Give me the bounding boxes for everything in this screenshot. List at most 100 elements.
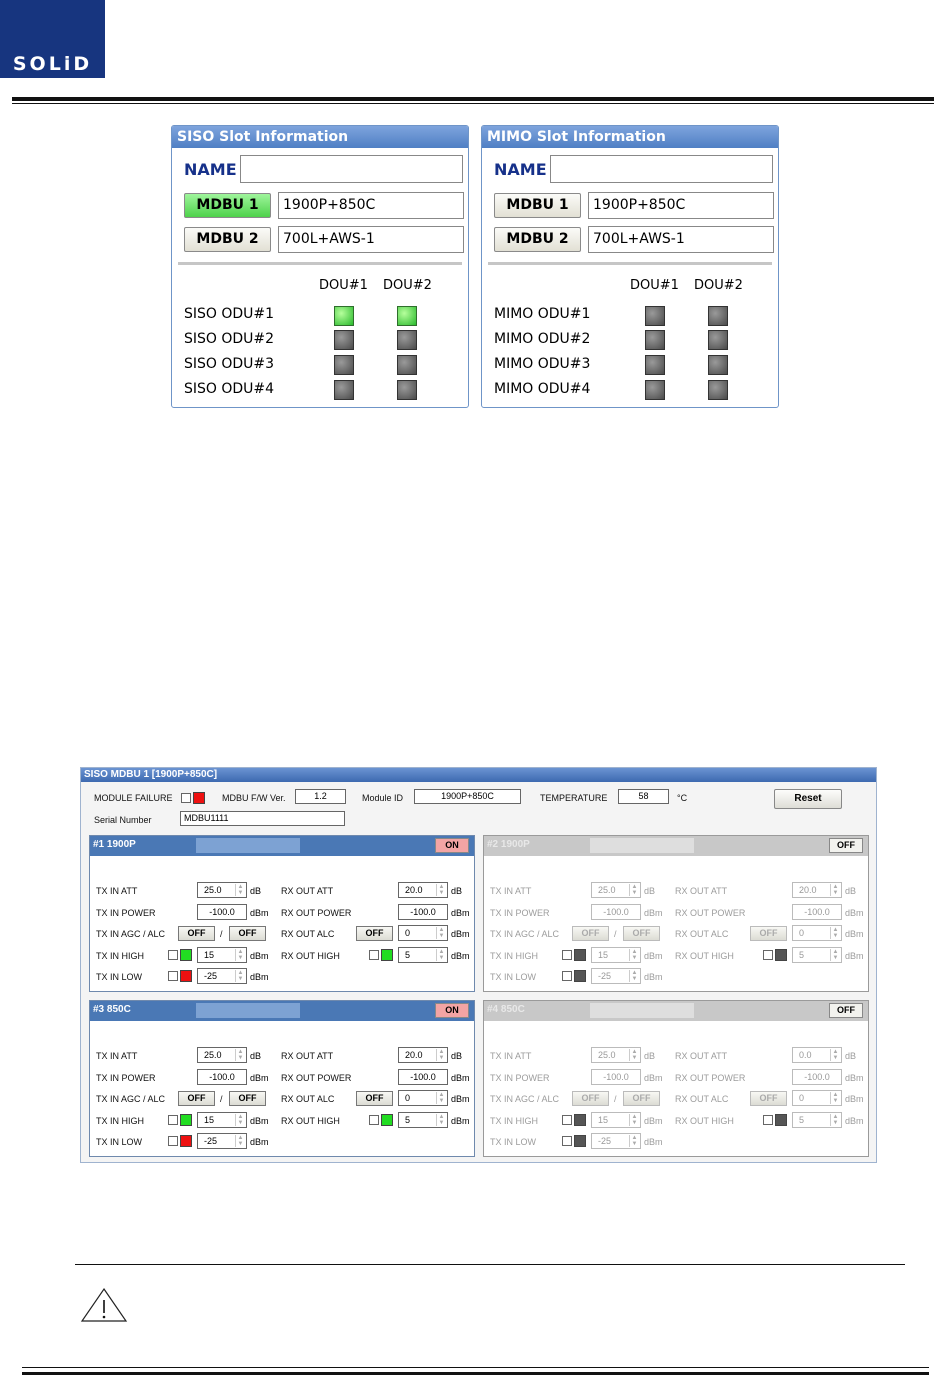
rx-out-alc-button[interactable]: OFF: [750, 926, 787, 941]
spinner-arrows-icon[interactable]: ▲ ▼: [436, 949, 446, 961]
reset-button[interactable]: Reset: [774, 789, 842, 809]
tx-in-high-checkbox[interactable]: [562, 950, 572, 960]
tx-in-high-value: 15: [598, 1115, 609, 1125]
band-onoff-toggle[interactable]: ON: [435, 838, 469, 853]
tx-in-low-spinner[interactable]: -25 ▲ ▼: [591, 968, 641, 984]
tx-in-low-led: [574, 970, 586, 982]
spinner-arrows-icon[interactable]: ▲ ▼: [235, 884, 245, 896]
spinner-arrows-icon[interactable]: ▲ ▼: [436, 927, 446, 939]
spinner-arrows-icon[interactable]: ▲ ▼: [830, 1114, 840, 1126]
rx-out-high-checkbox[interactable]: [763, 950, 773, 960]
tx-in-agc-button[interactable]: OFF: [178, 1091, 215, 1106]
rx-out-high-checkbox[interactable]: [369, 1115, 379, 1125]
spinner-arrows-icon[interactable]: ▲ ▼: [629, 1135, 639, 1147]
spinner-arrows-icon[interactable]: ▲ ▼: [235, 949, 245, 961]
tx-in-low-led: [180, 970, 192, 982]
rx-out-alc-value: 0: [405, 928, 411, 938]
spinner-arrows-icon[interactable]: ▲ ▼: [436, 884, 446, 896]
rx-out-high-spinner[interactable]: 5 ▲ ▼: [792, 1112, 842, 1128]
siso-mdbu1-button[interactable]: MDBU 1: [184, 193, 271, 218]
tx-in-low-checkbox[interactable]: [562, 971, 572, 981]
rx-out-high-spinner[interactable]: 5 ▲ ▼: [792, 947, 842, 963]
siso-mdbu2-button[interactable]: MDBU 2: [184, 227, 271, 252]
spinner-arrows-icon[interactable]: ▲ ▼: [830, 927, 840, 939]
rx-out-high-checkbox[interactable]: [763, 1115, 773, 1125]
rx-out-high-spinner[interactable]: 5 ▲ ▼: [398, 1112, 448, 1128]
rx-out-power-label: RX OUT POWER: [675, 908, 746, 918]
spinner-arrows-icon[interactable]: ▲ ▼: [235, 1114, 245, 1126]
mimo-name-field[interactable]: [550, 155, 773, 183]
tx-in-alc-button[interactable]: OFF: [623, 926, 660, 941]
tx-in-high-spinner[interactable]: 15 ▲ ▼: [591, 947, 641, 963]
tx-in-low-led: [574, 1135, 586, 1147]
rx-out-high-checkbox[interactable]: [369, 950, 379, 960]
spinner-arrows-icon[interactable]: ▲ ▼: [235, 970, 245, 982]
tx-in-agc-button[interactable]: OFF: [178, 926, 215, 941]
rx-out-alc-spinner[interactable]: 0 ▲ ▼: [792, 1090, 842, 1106]
spinner-arrows-icon[interactable]: ▲ ▼: [629, 1114, 639, 1126]
spinner-arrows-icon[interactable]: ▲ ▼: [436, 1049, 446, 1061]
band-onoff-toggle[interactable]: OFF: [829, 838, 863, 853]
rx-out-alc-button[interactable]: OFF: [750, 1091, 787, 1106]
tx-in-low-checkbox[interactable]: [168, 971, 178, 981]
mimo-mdbu2-button[interactable]: MDBU 2: [494, 227, 581, 252]
rx-out-att-spinner[interactable]: 0.0 ▲ ▼: [792, 1047, 842, 1063]
mdbu-module-window: SISO MDBU 1 [1900P+850C] MODULE FAILURE …: [80, 767, 877, 1163]
rx-out-high-led: [381, 949, 393, 961]
band-panel-1: #1 1900P ON TX IN ATT 25.0 ▲ ▼ dB TX IN PO…: [89, 835, 475, 992]
dbm-unit: dBm: [644, 951, 663, 961]
spinner-arrows-icon[interactable]: ▲ ▼: [830, 949, 840, 961]
spinner-arrows-icon[interactable]: ▲ ▼: [830, 1049, 840, 1061]
tx-in-alc-button[interactable]: OFF: [623, 1091, 660, 1106]
tx-in-att-value: 25.0: [204, 885, 222, 895]
spinner-arrows-icon[interactable]: ▲ ▼: [629, 970, 639, 982]
spinner-arrows-icon[interactable]: ▲ ▼: [436, 1114, 446, 1126]
tx-in-high-checkbox[interactable]: [168, 950, 178, 960]
rx-out-alc-spinner[interactable]: 0 ▲ ▼: [398, 1090, 448, 1106]
rx-out-alc-button[interactable]: OFF: [356, 1091, 393, 1106]
tx-in-att-spinner[interactable]: 25.0 ▲ ▼: [197, 1047, 247, 1063]
dbm-unit: dBm: [644, 1137, 663, 1147]
spinner-arrows-icon[interactable]: ▲ ▼: [235, 1135, 245, 1147]
serial-number-field: MDBU1111: [180, 811, 345, 826]
rx-out-alc-button[interactable]: OFF: [356, 926, 393, 941]
tx-in-att-spinner[interactable]: 25.0 ▲ ▼: [591, 882, 641, 898]
tx-in-att-spinner[interactable]: 25.0 ▲ ▼: [197, 882, 247, 898]
tx-in-low-checkbox[interactable]: [168, 1136, 178, 1146]
spinner-arrows-icon[interactable]: ▲ ▼: [235, 1049, 245, 1061]
tx-in-high-spinner[interactable]: 15 ▲ ▼: [197, 947, 247, 963]
rx-out-att-spinner[interactable]: 20.0 ▲ ▼: [398, 882, 448, 898]
band-onoff-toggle[interactable]: OFF: [829, 1003, 863, 1018]
mimo-mdbu2-value: 700L+AWS-1: [588, 226, 774, 253]
band-onoff-toggle[interactable]: ON: [435, 1003, 469, 1018]
spinner-arrows-icon[interactable]: ▲ ▼: [629, 1049, 639, 1061]
rx-out-att-spinner[interactable]: 20.0 ▲ ▼: [398, 1047, 448, 1063]
tx-in-high-spinner[interactable]: 15 ▲ ▼: [591, 1112, 641, 1128]
tx-in-high-checkbox[interactable]: [168, 1115, 178, 1125]
spinner-arrows-icon[interactable]: ▲ ▼: [830, 884, 840, 896]
tx-in-high-spinner[interactable]: 15 ▲ ▼: [197, 1112, 247, 1128]
spinner-arrows-icon[interactable]: ▲ ▼: [436, 1092, 446, 1104]
tx-in-low-spinner[interactable]: -25 ▲ ▼: [591, 1133, 641, 1149]
tx-in-att-spinner[interactable]: 25.0 ▲ ▼: [591, 1047, 641, 1063]
tx-in-low-checkbox[interactable]: [562, 1136, 572, 1146]
tx-in-alc-button[interactable]: OFF: [229, 926, 266, 941]
tx-in-low-spinner[interactable]: -25 ▲ ▼: [197, 968, 247, 984]
rx-out-alc-spinner[interactable]: 0 ▲ ▼: [792, 925, 842, 941]
rx-out-att-spinner[interactable]: 20.0 ▲ ▼: [792, 882, 842, 898]
rx-out-high-spinner[interactable]: 5 ▲ ▼: [398, 947, 448, 963]
tx-in-high-checkbox[interactable]: [562, 1115, 572, 1125]
spinner-arrows-icon[interactable]: ▲ ▼: [830, 1092, 840, 1104]
tx-in-alc-button[interactable]: OFF: [229, 1091, 266, 1106]
tx-in-low-spinner[interactable]: -25 ▲ ▼: [197, 1133, 247, 1149]
mimo-mdbu1-button[interactable]: MDBU 1: [494, 193, 581, 218]
tx-in-agc-button[interactable]: OFF: [572, 926, 609, 941]
spinner-arrows-icon[interactable]: ▲ ▼: [629, 884, 639, 896]
siso-name-field[interactable]: [240, 155, 463, 183]
rx-out-alc-spinner[interactable]: 0 ▲ ▼: [398, 925, 448, 941]
section-rule: [75, 1264, 905, 1265]
tx-in-agc-button[interactable]: OFF: [572, 1091, 609, 1106]
module-failure-checkbox[interactable]: [181, 793, 191, 803]
spinner-arrows-icon[interactable]: ▲ ▼: [629, 949, 639, 961]
tx-in-low-value: -25: [204, 971, 218, 981]
